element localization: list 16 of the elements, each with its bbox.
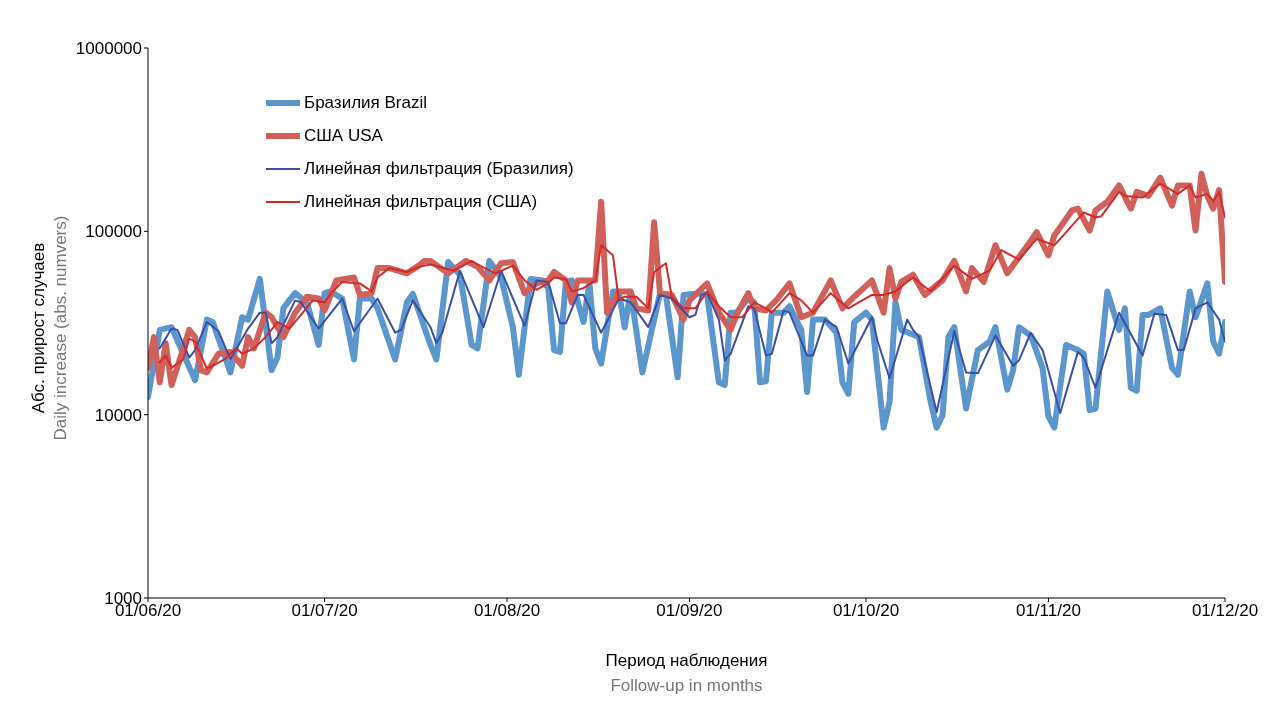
x-tick-label: 01/07/20 — [291, 601, 358, 621]
x-tick-label: 01/10/20 — [832, 601, 900, 621]
y-tick-label: 10000 — [94, 405, 142, 425]
legend-label: США USA — [304, 125, 383, 146]
legend-label: Бразилия Brazil — [304, 92, 428, 113]
x-axis-title: Период наблюдения Follow-up in months — [604, 650, 769, 697]
legend-label: Линейная фильтрация (США) — [304, 191, 538, 212]
y-axis-title: Абс. прирост случаев Daily increase (abs. numvers) — [28, 215, 71, 441]
x-tick-label: 01/08/20 — [473, 601, 541, 621]
legend-label: Линейная фильтрация (Бразилия) — [304, 158, 574, 179]
y-tick-label: 100000 — [85, 222, 142, 242]
x-tick-label: 01/12/20 — [1191, 601, 1259, 621]
x-tick-label: 01/09/20 — [656, 601, 723, 621]
line-series — [158, 269, 1225, 415]
x-tick-label: 01/11/20 — [1015, 601, 1081, 621]
y-tick-label: 1000000 — [75, 39, 142, 59]
